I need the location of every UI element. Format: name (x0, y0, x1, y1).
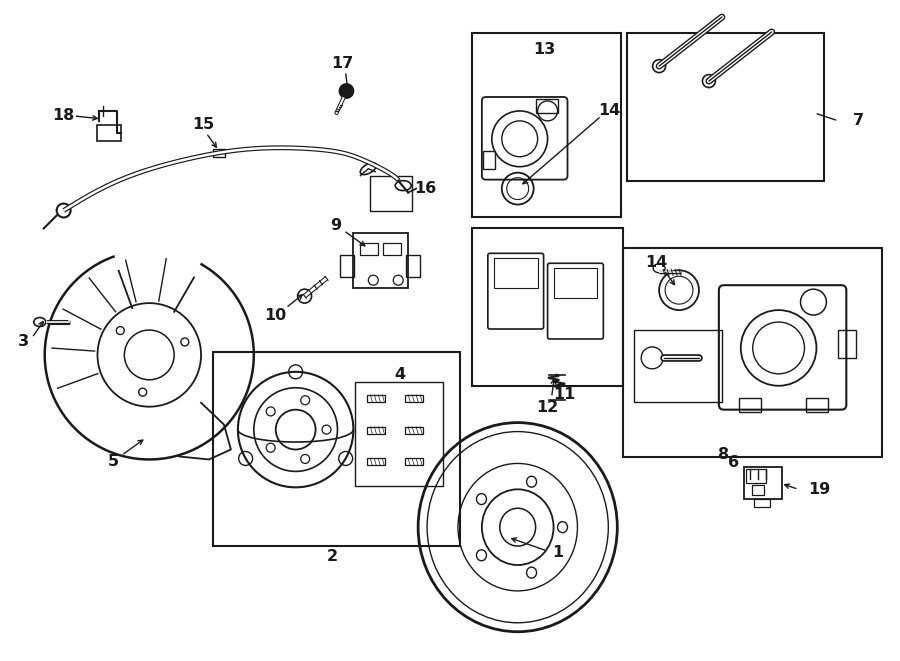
Bar (746, 469, 766, 483)
Text: 5: 5 (108, 454, 119, 469)
Bar (383, 243, 401, 255)
Bar (360, 243, 378, 255)
Text: 4: 4 (394, 368, 406, 382)
Bar (367, 395, 385, 402)
Bar (405, 459, 423, 465)
Bar (739, 398, 760, 412)
Bar (627, 33, 824, 180)
Text: 14: 14 (598, 103, 620, 118)
Bar (356, 382, 443, 486)
Text: 15: 15 (192, 118, 214, 132)
Text: 2: 2 (327, 549, 338, 564)
Text: 8: 8 (718, 447, 729, 462)
Bar (367, 459, 385, 465)
Bar (367, 426, 385, 434)
Text: 16: 16 (414, 181, 436, 196)
Bar (405, 395, 423, 402)
Text: 6: 6 (728, 455, 740, 470)
Bar (97, 125, 122, 141)
Bar (839, 330, 856, 358)
Bar (340, 255, 355, 277)
Text: 12: 12 (536, 400, 559, 415)
Bar (472, 229, 624, 386)
Bar (634, 330, 722, 402)
Text: 13: 13 (534, 42, 555, 57)
Bar (354, 233, 409, 288)
Text: 10: 10 (265, 307, 287, 323)
Bar (806, 398, 828, 412)
Bar (752, 485, 764, 495)
Bar (213, 149, 225, 157)
Bar (554, 268, 598, 298)
Text: 11: 11 (554, 387, 576, 403)
Bar (494, 258, 537, 288)
Bar (213, 352, 460, 546)
Text: 17: 17 (331, 56, 354, 71)
Text: 18: 18 (52, 108, 75, 124)
Bar (753, 499, 770, 507)
Text: 3: 3 (18, 334, 30, 350)
Bar (405, 426, 423, 434)
Text: 9: 9 (330, 218, 341, 233)
Bar (483, 151, 495, 169)
Bar (624, 249, 882, 457)
Bar (472, 33, 621, 217)
Text: 1: 1 (552, 545, 563, 560)
Text: 7: 7 (853, 114, 864, 128)
Bar (370, 176, 412, 210)
Bar (406, 255, 420, 277)
Bar (536, 99, 557, 113)
Text: 14: 14 (645, 254, 667, 270)
Text: 19: 19 (808, 482, 831, 497)
Circle shape (339, 84, 354, 98)
Bar (743, 467, 781, 499)
